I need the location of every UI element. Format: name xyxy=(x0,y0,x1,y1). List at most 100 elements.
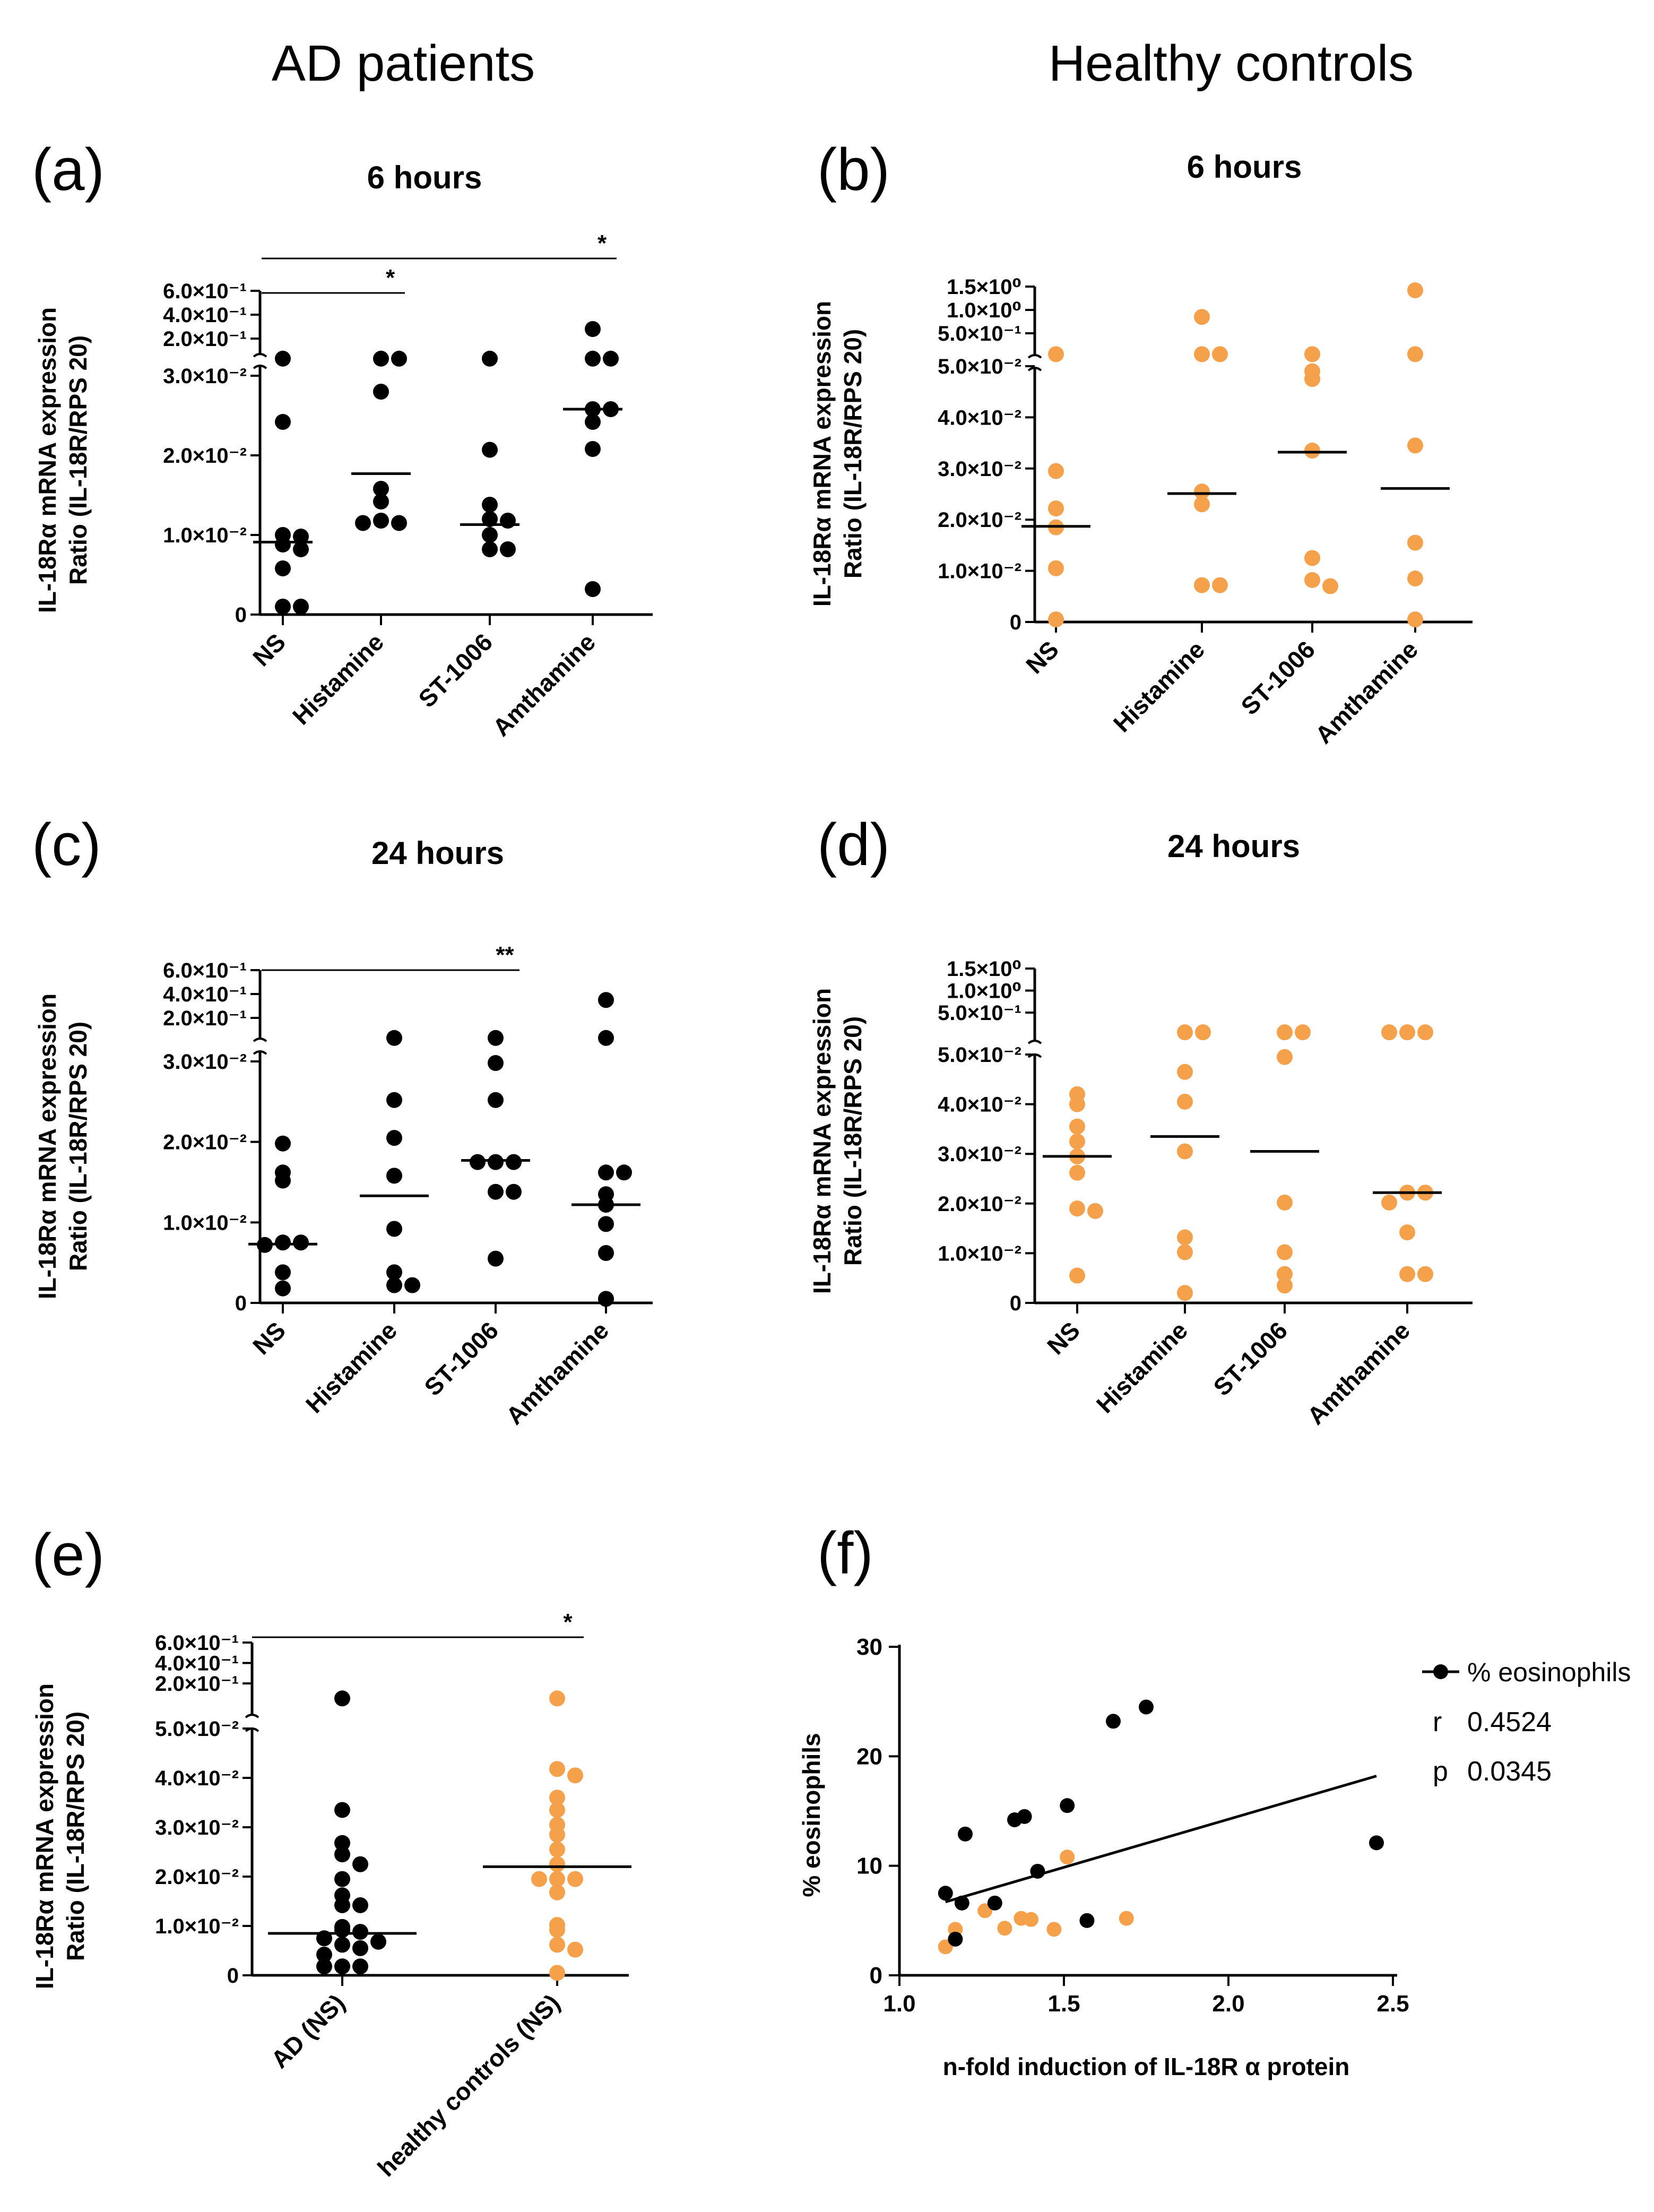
f-point-ad-12 xyxy=(1369,1835,1384,1851)
point-a-3-7 xyxy=(585,581,601,597)
point-c-2-0 xyxy=(488,1030,504,1046)
y-tick-label-b-up-0: 5.0×10⁻¹ xyxy=(938,322,1021,345)
point-e-1-14 xyxy=(549,1922,565,1938)
point-c-2-8 xyxy=(488,1250,504,1267)
panel-label-b: (b) xyxy=(817,136,890,203)
x-tick-label-e-0: AD (NS) xyxy=(265,1989,350,2073)
f-legend: % eosinophils xyxy=(1422,1657,1631,1687)
y-tick-label-e-low-4: 4.0×10⁻² xyxy=(155,1767,239,1790)
point-e-0-3 xyxy=(334,1846,350,1863)
f-fit-line xyxy=(945,1775,1377,1904)
point-e-1-15 xyxy=(549,1937,565,1953)
point-a-1-0 xyxy=(373,350,389,367)
point-e-0-11 xyxy=(352,1924,368,1940)
point-c-0-2 xyxy=(275,1172,291,1189)
point-e-0-2 xyxy=(334,1835,350,1851)
point-e-0-8 xyxy=(352,1897,368,1913)
point-e-1-4 xyxy=(549,1802,565,1818)
point-a-3-5 xyxy=(585,414,601,430)
panel-c: (c) 24 hours 0 1.0×10⁻² 2.0×10⁻² 3.0×10⁻² 2.0×… xyxy=(32,811,653,1430)
point-b-2-4 xyxy=(1304,550,1320,566)
point-d-2-0 xyxy=(1277,1024,1293,1041)
column-header-right: Healthy controls xyxy=(1049,35,1414,92)
f-legend-marker xyxy=(1433,1664,1448,1679)
y-tick-label-c-low-0: 0 xyxy=(235,1292,247,1315)
point-e-1-11 xyxy=(531,1871,547,1887)
point-c-1-4 xyxy=(386,1221,402,1237)
point-e-1-16 xyxy=(567,1941,583,1958)
point-d-2-3 xyxy=(1277,1194,1293,1211)
y-axis-label-line2-b: Ratio (IL-18R/RPS 20) xyxy=(839,329,867,578)
f-point-ad-9 xyxy=(1079,1913,1095,1928)
y-tick-label-d-up-2: 1.5×10⁰ xyxy=(947,957,1021,981)
y-tick-label-d-low-2: 2.0×10⁻² xyxy=(938,1193,1021,1216)
y-axis-label-e: IL-18Rα mRNA expression Ratio (IL-18R/RPS… xyxy=(31,1683,89,1989)
f-y-tick-label-3: 30 xyxy=(856,1634,882,1660)
point-a-1-3 xyxy=(373,481,389,497)
x-tick-label-b-0: NS xyxy=(1020,635,1064,679)
x-tick-label-d-0: NS xyxy=(1042,1316,1085,1360)
axis-break-upper-d xyxy=(1027,1040,1042,1044)
point-b-3-5 xyxy=(1407,611,1423,628)
point-e-1-3 xyxy=(549,1790,565,1806)
point-d-2-6 xyxy=(1277,1277,1293,1294)
y-tick-label-b-low-5: 5.0×10⁻² xyxy=(938,355,1021,378)
point-b-0-4 xyxy=(1048,560,1064,576)
point-c-3-7 xyxy=(598,1245,614,1261)
point-e-1-10 xyxy=(567,1871,583,1887)
y-tick-label-b-low-2: 2.0×10⁻² xyxy=(938,508,1021,532)
point-a-0-1 xyxy=(275,414,291,430)
point-b-0-5 xyxy=(1048,611,1064,628)
point-b-3-0 xyxy=(1407,282,1423,299)
point-d-3-5 xyxy=(1381,1194,1397,1211)
point-b-3-1 xyxy=(1407,346,1423,362)
point-c-1-0 xyxy=(386,1030,402,1046)
x-tick-label-b-2: ST-1006 xyxy=(1235,635,1320,720)
point-c-0-3 xyxy=(275,1234,291,1251)
point-e-1-9 xyxy=(549,1871,565,1887)
point-c-3-0 xyxy=(598,992,614,1008)
point-c-1-2 xyxy=(386,1130,402,1146)
f-stat-p-key: p xyxy=(1433,1756,1448,1787)
point-c-3-1 xyxy=(598,1030,614,1046)
axis-break-upper-e xyxy=(245,1714,259,1718)
panel-e: (e) 0 1.0×10⁻² 2.0×10⁻² 3.0×10⁻² 4.0×10⁻² 5.0×… xyxy=(31,1522,631,2182)
y-axis-label-line2-c: Ratio (IL-18R/RPS 20) xyxy=(64,1022,92,1271)
point-a-1-7 xyxy=(355,515,371,531)
point-d-1-0 xyxy=(1177,1024,1193,1041)
f-x-tick-label-2: 2.0 xyxy=(1212,1991,1244,2017)
y-tick-label-b-low-4: 4.0×10⁻² xyxy=(938,406,1021,429)
y-tick-label-b-up-1: 1.0×10⁰ xyxy=(947,299,1021,322)
y-axis-label-line1-e: IL-18Rα mRNA expression xyxy=(31,1683,58,1989)
f-point-control-3 xyxy=(997,1921,1012,1936)
point-e-1-2 xyxy=(567,1767,583,1784)
y-tick-label-d-up-1: 1.0×10⁰ xyxy=(947,980,1021,1003)
point-e-0-13 xyxy=(370,1933,386,1950)
point-d-3-7 xyxy=(1399,1266,1415,1282)
point-c-0-7 xyxy=(275,1280,291,1297)
f-point-ad-6 xyxy=(1017,1809,1032,1824)
point-d-0-1 xyxy=(1069,1096,1085,1112)
y-tick-label-c-low-3: 3.0×10⁻² xyxy=(163,1050,247,1074)
point-e-0-17 xyxy=(334,1958,350,1975)
y-axis-label-line1-b: IL-18Rα mRNA expression xyxy=(808,301,836,607)
panel-label-d: (d) xyxy=(817,811,890,878)
f-point-control-5 xyxy=(1024,1912,1038,1927)
y-tick-label-a-up-2: 6.0×10⁻¹ xyxy=(163,280,247,303)
point-e-1-7 xyxy=(549,1841,565,1857)
y-tick-label-c-up-1: 4.0×10⁻¹ xyxy=(163,983,247,1006)
y-axis-label-a: IL-18Rα mRNA expression Ratio (IL-18R/RPS… xyxy=(33,307,92,613)
axis-break-upper-c xyxy=(253,1038,267,1042)
point-a-0-7 xyxy=(275,599,291,615)
panel-label-e: (e) xyxy=(32,1522,105,1588)
point-d-2-1 xyxy=(1295,1024,1311,1041)
point-e-0-7 xyxy=(334,1897,350,1913)
point-c-3-6 xyxy=(598,1216,614,1232)
point-d-0-7 xyxy=(1087,1203,1103,1219)
y-tick-label-a-low-2: 2.0×10⁻² xyxy=(163,444,247,468)
y-axis-label-line1-c: IL-18Rα mRNA expression xyxy=(33,993,61,1299)
point-e-1-6 xyxy=(549,1826,565,1843)
f-point-ad-10 xyxy=(1106,1714,1121,1729)
point-d-1-7 xyxy=(1177,1285,1193,1301)
y-axis-label-line2-e: Ratio (IL-18R/RPS 20) xyxy=(62,1712,89,1961)
